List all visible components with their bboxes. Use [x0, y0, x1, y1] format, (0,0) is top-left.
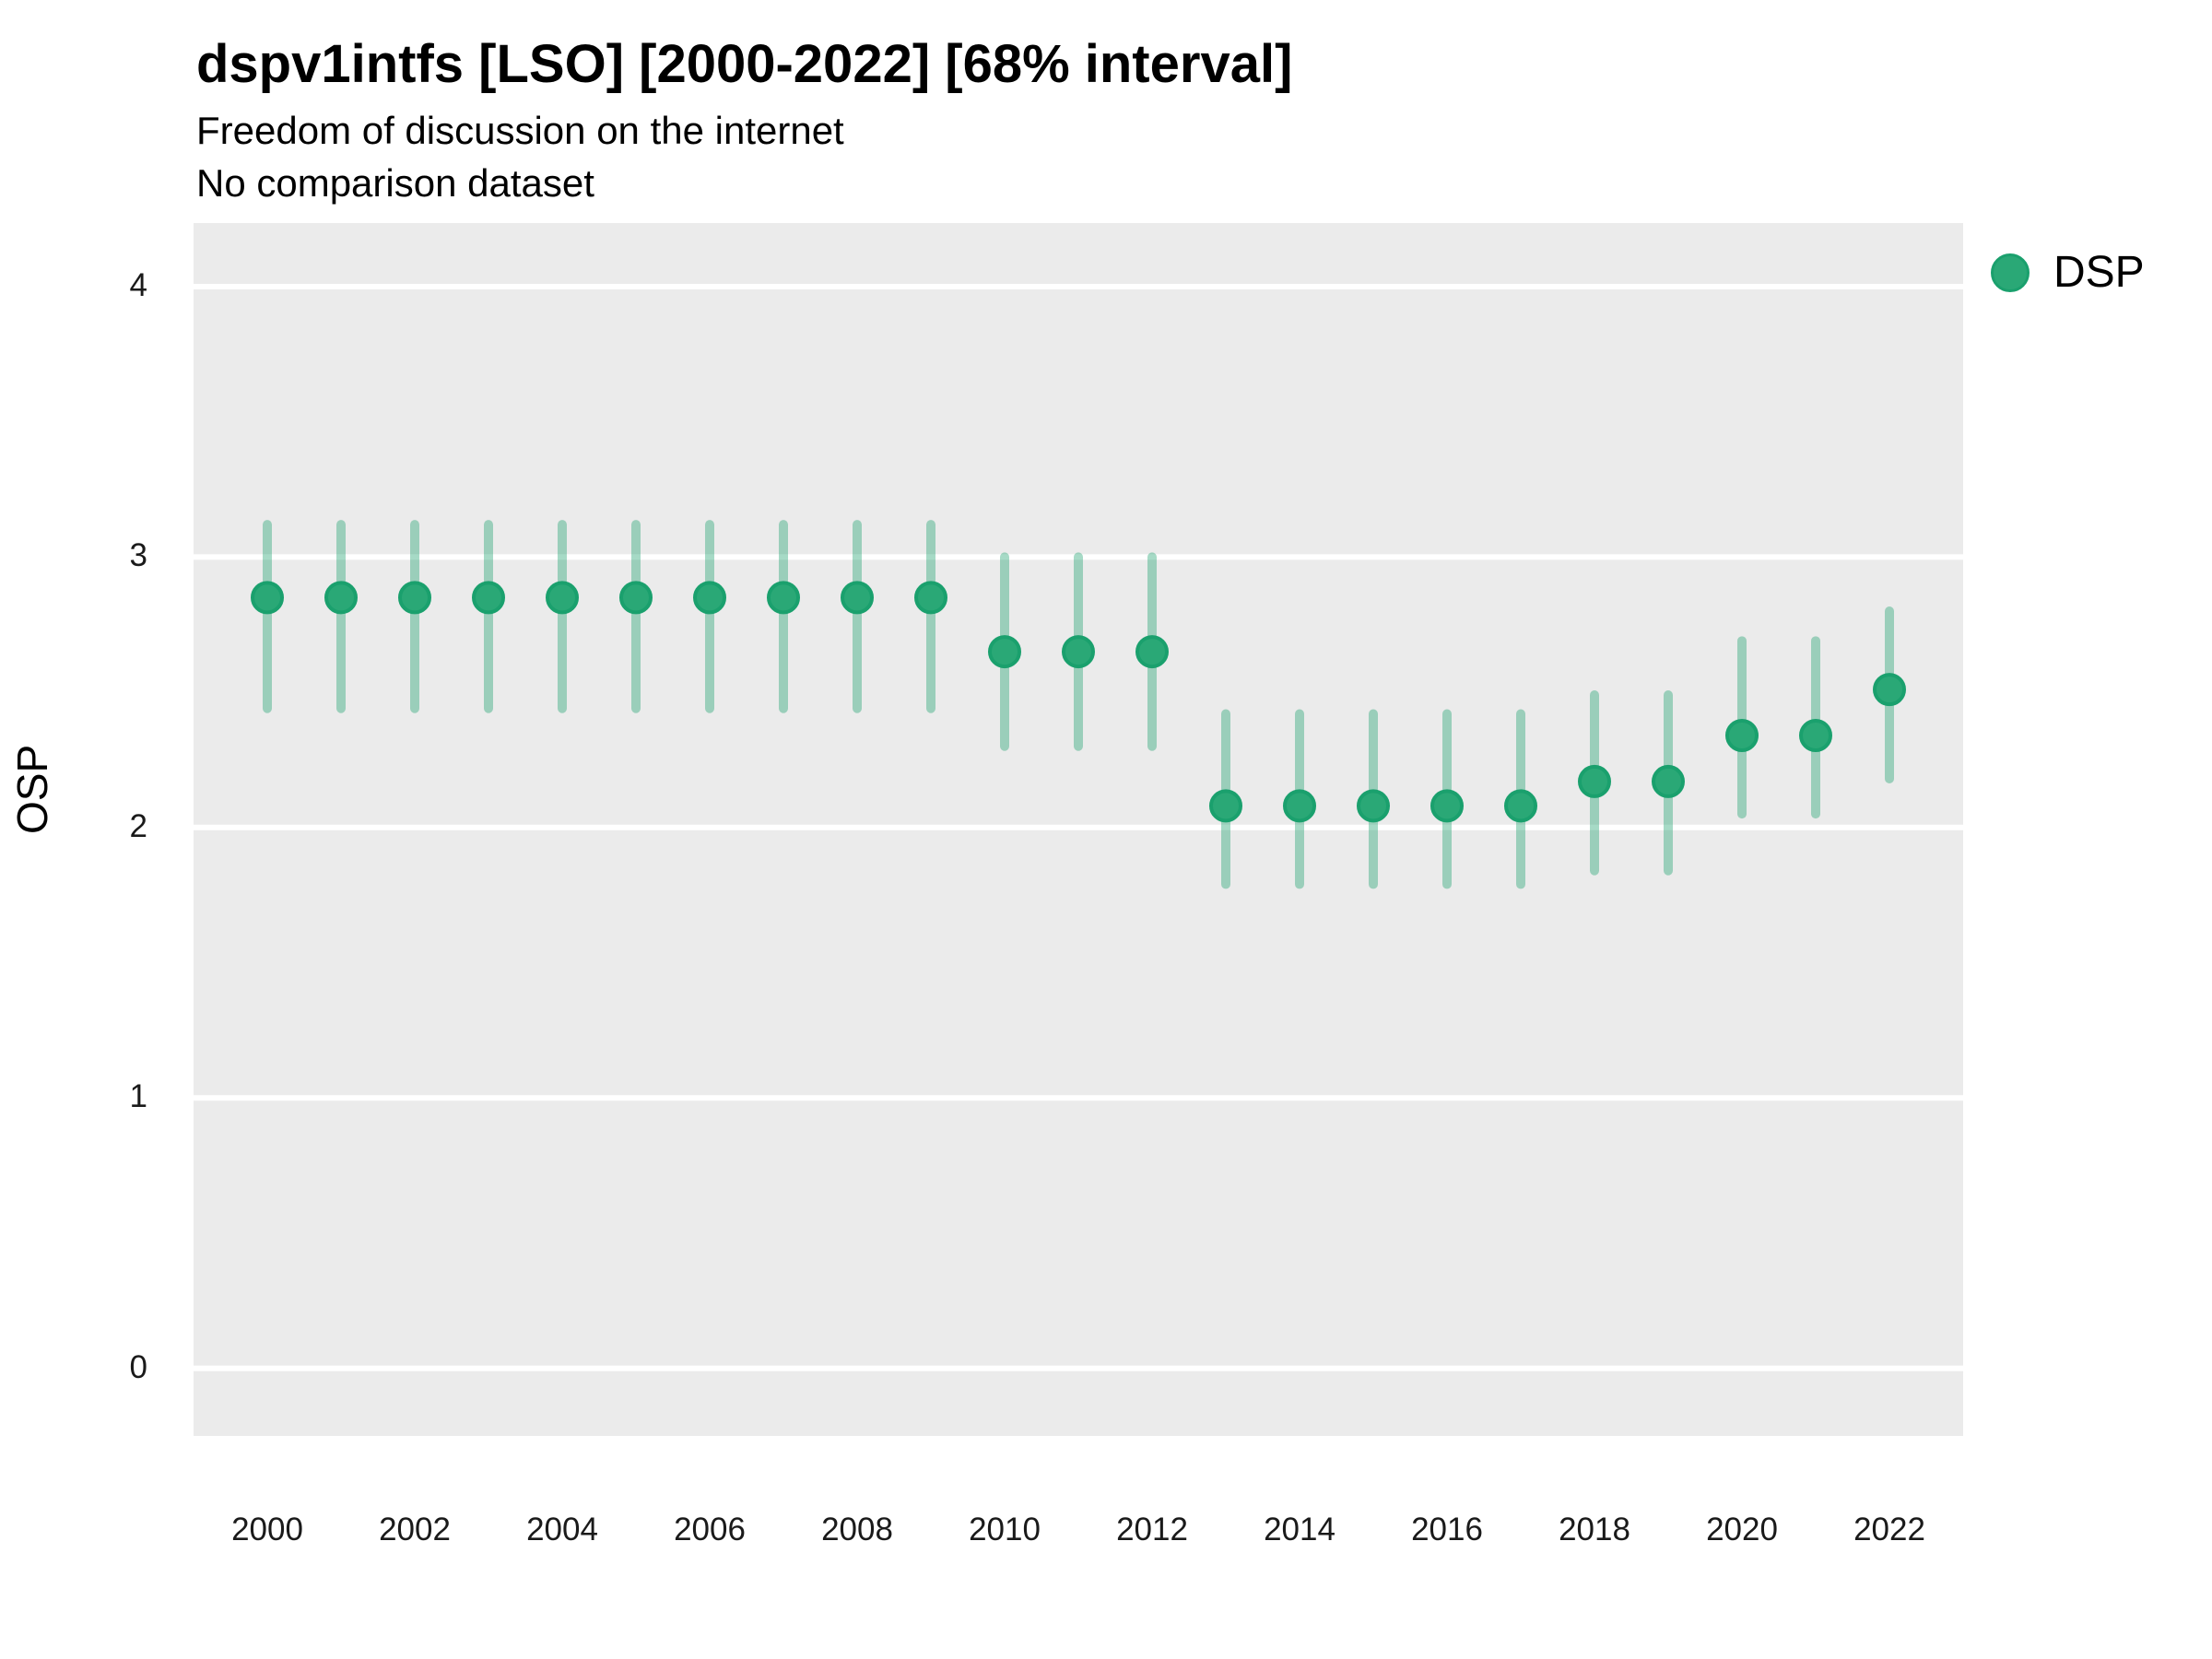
chart-note: No comparison dataset: [196, 161, 594, 205]
data-point-2020: [1725, 719, 1759, 753]
legend: DSP: [1991, 247, 2145, 298]
chart-subtitle: Freedom of discussion on the internet: [196, 109, 844, 152]
data-point-2010: [988, 635, 1021, 669]
y-tick-label-2: 2: [129, 807, 147, 844]
data-point-2022: [1873, 673, 1906, 707]
data-point-2004: [546, 581, 579, 615]
data-point-2013: [1209, 789, 1242, 823]
x-tick-label-2002: 2002: [379, 1512, 451, 1547]
legend-dsp-marker-icon: [1991, 253, 2030, 292]
chart-title: dspv1intfs [LSO] [2000-2022] [68% interv…: [196, 34, 1293, 94]
data-point-2016: [1430, 789, 1464, 823]
data-point-2000: [251, 581, 284, 615]
x-tick-label-2022: 2022: [1853, 1512, 1925, 1547]
data-point-2014: [1283, 789, 1316, 823]
data-point-2011: [1062, 635, 1095, 669]
data-point-2015: [1357, 789, 1390, 823]
data-point-2005: [619, 581, 653, 615]
y-tick-label-4: 4: [129, 266, 147, 303]
data-point-2017: [1504, 789, 1537, 823]
data-point-2008: [841, 581, 874, 615]
data-point-2001: [324, 581, 358, 615]
x-tick-label-2008: 2008: [821, 1512, 893, 1547]
plot-canvas: [194, 283, 1963, 1371]
legend-dsp-label: DSP: [2053, 248, 2145, 297]
data-point-2009: [914, 581, 947, 615]
x-tick-label-2010: 2010: [969, 1512, 1041, 1547]
x-tick-label-2000: 2000: [231, 1512, 303, 1547]
data-point-2019: [1652, 764, 1685, 798]
x-tick-label-2020: 2020: [1706, 1512, 1778, 1547]
x-tick-label-2004: 2004: [526, 1512, 598, 1547]
data-point-2021: [1799, 719, 1832, 753]
data-point-2012: [1135, 635, 1169, 669]
data-point-2006: [693, 581, 726, 615]
x-tick-label-2018: 2018: [1559, 1512, 1630, 1547]
y-tick-label-3: 3: [129, 537, 147, 574]
x-tick-label-2016: 2016: [1411, 1512, 1483, 1547]
x-tick-label-2014: 2014: [1264, 1512, 1335, 1547]
x-tick-label-2012: 2012: [1116, 1512, 1188, 1547]
data-point-2003: [472, 581, 505, 615]
data-point-2007: [767, 581, 800, 615]
data-point-2018: [1578, 764, 1611, 798]
plot-panel: [194, 223, 1963, 1436]
data-point-2002: [398, 581, 431, 615]
y-tick-label-0: 0: [129, 1348, 147, 1385]
y-tick-label-1: 1: [129, 1078, 147, 1115]
x-tick-label-2006: 2006: [674, 1512, 746, 1547]
